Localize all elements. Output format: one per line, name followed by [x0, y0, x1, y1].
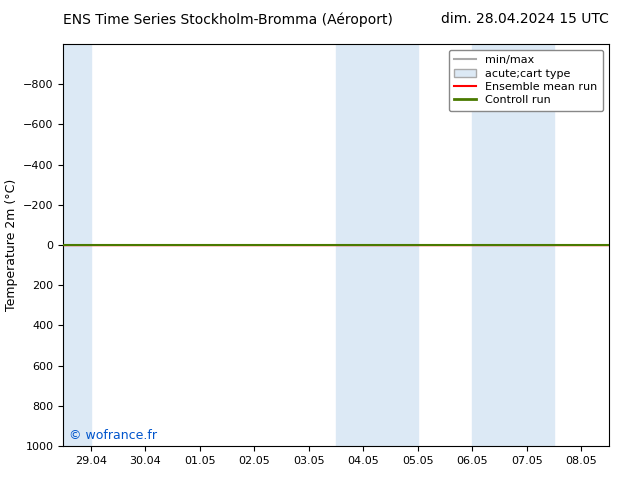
Text: © wofrance.fr: © wofrance.fr [69, 429, 157, 442]
Text: ENS Time Series Stockholm-Bromma (Aéroport): ENS Time Series Stockholm-Bromma (Aéropo… [63, 12, 393, 27]
Legend: min/max, acute;cart type, Ensemble mean run, Controll run: min/max, acute;cart type, Ensemble mean … [449, 49, 603, 111]
Y-axis label: Temperature 2m (°C): Temperature 2m (°C) [4, 179, 18, 311]
Bar [336, 44, 418, 446]
Bar [63, 44, 91, 446]
Bar [472, 44, 554, 446]
Text: dim. 28.04.2024 15 UTC: dim. 28.04.2024 15 UTC [441, 12, 609, 26]
